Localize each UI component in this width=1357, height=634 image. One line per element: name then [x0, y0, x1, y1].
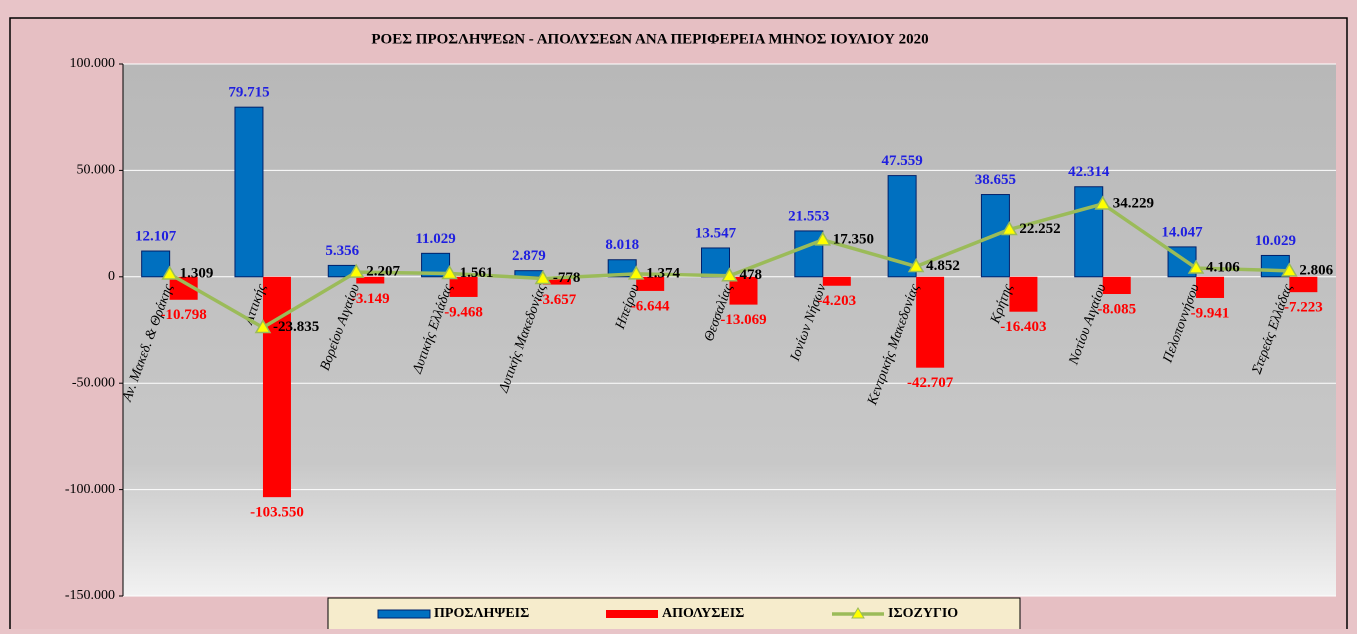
data-label: 22.252: [1019, 221, 1060, 237]
y-tick-label: -50.000: [72, 375, 115, 390]
line-marker: [627, 265, 645, 280]
bar: [1009, 276, 1038, 312]
line-marker: [441, 264, 458, 280]
line-marker: [347, 263, 365, 278]
bar: [822, 276, 851, 286]
bar: [1074, 186, 1104, 278]
bar: [262, 276, 291, 498]
data-label: 17.350: [833, 231, 874, 247]
bar: [701, 247, 730, 278]
legend: [327, 597, 1021, 633]
legend-label: ΠΡΟΣΛΗΨΕΙΣ: [434, 606, 529, 621]
data-label: 79.715: [228, 85, 269, 101]
data-label: 47.559: [881, 153, 922, 169]
data-label: 2.806: [1299, 262, 1333, 278]
data-label: -103.550: [250, 505, 304, 521]
bar: [1289, 276, 1318, 293]
data-label: 4.852: [926, 258, 960, 274]
data-label: -9.941: [1191, 305, 1230, 321]
data-label: 2.207: [366, 264, 400, 280]
data-label: 14.047: [1161, 224, 1203, 240]
data-label: -16.403: [1000, 319, 1046, 335]
bar: [794, 230, 824, 278]
y-tick-label: 100.000: [70, 56, 116, 71]
data-label: -42.707: [907, 375, 954, 391]
data-label: 38.655: [975, 172, 1016, 188]
data-label: 42.314: [1068, 164, 1110, 180]
line-marker: [1281, 262, 1298, 277]
data-label: 12.107: [135, 228, 177, 244]
legend-swatch: [606, 610, 658, 618]
bar: [980, 194, 1010, 278]
data-label: 21.553: [788, 208, 829, 224]
data-label: -7.223: [1284, 300, 1323, 316]
data-label: 8.018: [605, 237, 639, 253]
data-label: -3.149: [351, 291, 390, 307]
y-tick-label: 0: [108, 269, 115, 284]
data-label: -23.835: [273, 319, 319, 335]
data-label: 1.561: [460, 265, 494, 281]
data-label: -8.085: [1097, 301, 1136, 317]
data-label: -778: [553, 270, 581, 286]
line-marker: [907, 257, 925, 273]
data-label: 11.029: [415, 231, 455, 247]
data-label: 1.374: [646, 265, 680, 281]
line-marker: [721, 267, 738, 282]
bar: [542, 276, 571, 285]
bar: [356, 276, 385, 284]
legend-label: ΑΠΟΛΥΣΕΙΣ: [662, 606, 744, 621]
y-tick-label: -100.000: [65, 482, 115, 497]
data-label: 13.547: [695, 225, 737, 241]
plot-area: [123, 64, 1336, 596]
line-marker: [161, 265, 178, 280]
data-label: 5.356: [325, 243, 359, 259]
data-label: 34.229: [1113, 195, 1154, 211]
line-marker: [534, 269, 552, 285]
line-marker: [1001, 220, 1018, 236]
bar: [169, 276, 198, 300]
data-label: 478: [740, 267, 763, 283]
bar: [449, 276, 478, 297]
data-label: -9.468: [444, 304, 483, 320]
data-label: -6.644: [631, 298, 670, 314]
bar: [916, 276, 945, 368]
y-tick-label: -150.000: [65, 588, 115, 603]
bar: [636, 276, 665, 291]
line-marker: [1187, 259, 1205, 274]
data-label: 4.106: [1206, 259, 1240, 275]
data-label: 1.309: [180, 265, 214, 281]
legend-label: ΙΣΟΖΥΓΙΟ: [888, 606, 958, 621]
y-tick-label: 50.000: [77, 163, 116, 178]
data-label: -13.069: [720, 312, 766, 328]
bar: [141, 250, 171, 278]
data-label: -10.798: [161, 307, 207, 323]
bar: [1196, 276, 1225, 298]
line-marker: [1094, 195, 1112, 210]
bar: [1102, 276, 1131, 295]
data-label: -3.657: [538, 292, 577, 308]
legend-marker: [851, 607, 865, 619]
data-label: 2.879: [512, 248, 546, 264]
data-label: 10.029: [1255, 233, 1296, 249]
chart-title: ΡΟΕΣ ΠΡΟΣΛΗΨΕΩΝ - ΑΠΟΛΥΣΕΩΝ ΑΝΑ ΠΕΡΙΦΕΡΕ…: [371, 31, 928, 47]
legend-swatch: [377, 609, 431, 619]
data-label: -4.203: [817, 293, 856, 309]
line-marker: [254, 319, 272, 334]
bar: [234, 106, 264, 278]
line-marker: [814, 231, 832, 246]
